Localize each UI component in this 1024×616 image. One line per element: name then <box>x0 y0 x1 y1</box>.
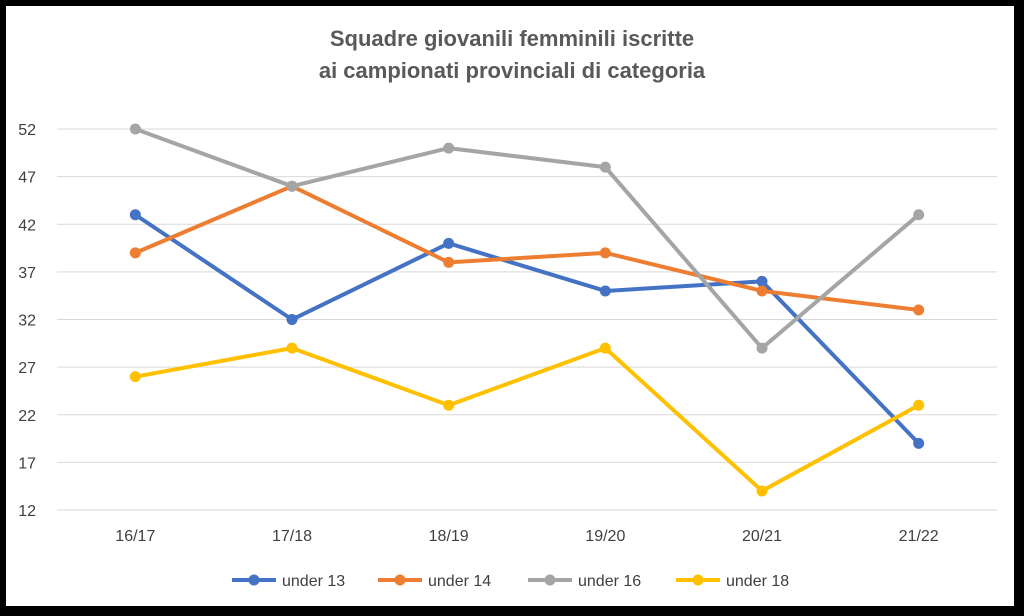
x-tick-label: 19/20 <box>585 528 625 545</box>
data-point <box>913 304 925 316</box>
y-tick-label: 52 <box>18 122 36 139</box>
data-point <box>443 237 455 249</box>
data-point <box>129 209 141 221</box>
series-line <box>133 346 921 493</box>
data-point <box>599 161 611 173</box>
data-point <box>756 485 768 497</box>
series-under-14 <box>129 180 925 316</box>
series-under-13 <box>129 209 925 449</box>
legend-label: under 18 <box>726 573 789 590</box>
y-tick-label: 47 <box>18 170 36 187</box>
data-point <box>756 285 768 297</box>
gridlines <box>57 128 997 511</box>
series-under-18 <box>129 342 925 497</box>
data-point <box>913 209 925 221</box>
chart-title-line-2: ai campionati provinciali di categoria <box>319 58 706 83</box>
chart-title-line-1: Squadre giovanili femminili iscritte <box>330 26 694 51</box>
y-tick-label: 27 <box>18 360 36 377</box>
data-point <box>756 275 768 287</box>
data-point <box>913 399 925 411</box>
data-point <box>599 247 611 259</box>
legend-swatch-marker <box>692 574 704 586</box>
legend-entry: under 18 <box>676 573 789 590</box>
data-point <box>443 142 455 154</box>
data-point <box>599 342 611 354</box>
y-tick-label: 42 <box>18 217 36 234</box>
data-point <box>286 342 298 354</box>
x-tick-label: 20/21 <box>742 528 782 545</box>
series-line <box>133 212 921 446</box>
legend-swatch-marker <box>544 574 556 586</box>
series-line <box>133 184 921 312</box>
x-tick-label: 21/22 <box>899 528 939 545</box>
data-point <box>443 256 455 268</box>
y-tick-label: 32 <box>18 313 36 330</box>
legend-swatch-marker <box>394 574 406 586</box>
series-line <box>133 127 921 351</box>
data-point <box>443 399 455 411</box>
legend-label: under 16 <box>578 573 641 590</box>
legend: under 13 under 14 under 16 under 18 <box>232 573 789 590</box>
data-point <box>756 342 768 354</box>
legend-label: under 13 <box>282 573 345 590</box>
data-point <box>129 123 141 135</box>
x-tick-label: 18/19 <box>429 528 469 545</box>
y-tick-label: 17 <box>18 455 36 472</box>
data-point <box>286 180 298 192</box>
legend-entry: under 16 <box>528 573 641 590</box>
y-axis-tick-labels: 12 17 22 27 32 37 42 47 52 <box>18 122 36 520</box>
legend-entry: under 14 <box>378 573 491 590</box>
y-tick-label: 12 <box>18 503 36 520</box>
series-lines <box>129 123 925 497</box>
legend-entry: under 13 <box>232 573 345 590</box>
x-tick-label: 16/17 <box>115 528 155 545</box>
x-tick-label: 17/18 <box>272 528 312 545</box>
legend-label: under 14 <box>428 573 491 590</box>
data-point <box>129 371 141 383</box>
legend-swatch-marker <box>248 574 260 586</box>
chart-frame <box>4 4 1016 608</box>
data-point <box>129 247 141 259</box>
data-point <box>599 285 611 297</box>
x-axis-tick-labels: 16/17 17/18 18/19 19/20 20/21 21/22 <box>115 528 938 545</box>
data-point <box>286 314 298 326</box>
data-point <box>913 437 925 449</box>
y-tick-label: 37 <box>18 265 36 282</box>
y-tick-label: 22 <box>18 408 36 425</box>
series-under-16 <box>129 123 925 354</box>
